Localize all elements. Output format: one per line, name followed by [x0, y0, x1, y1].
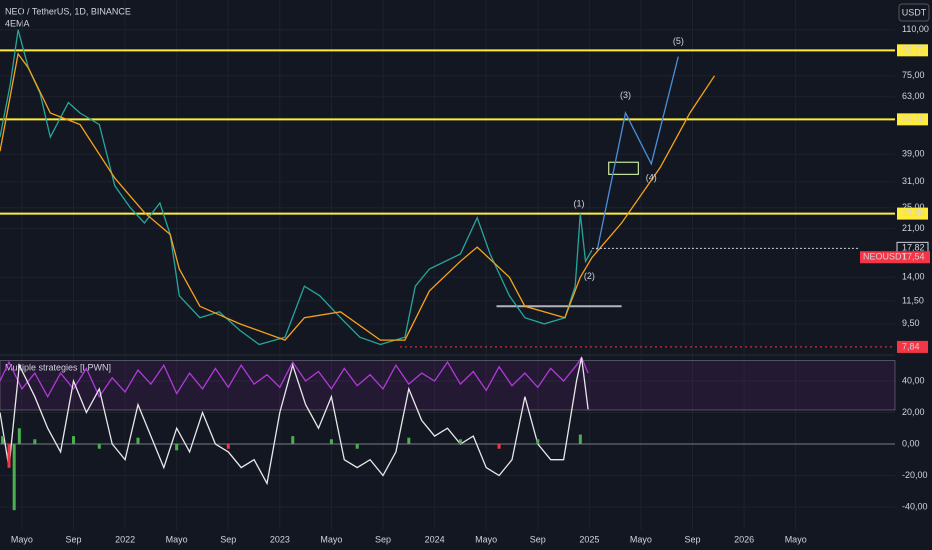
current-price-tag	[860, 251, 930, 264]
band	[0, 360, 896, 411]
histogram-bar	[291, 436, 295, 444]
histogram-bar	[355, 443, 359, 449]
histogram-bar	[497, 443, 501, 449]
y-tick-label: 9,50	[902, 318, 920, 328]
x-tick-label: Mayo	[475, 534, 497, 544]
histogram-bar	[12, 443, 16, 511]
x-tick-label: Mayo	[166, 534, 188, 544]
currency-button[interactable]	[898, 3, 930, 22]
y-tick-label: 39,00	[902, 149, 925, 159]
level-label: 52,18	[902, 114, 925, 124]
y-tick-label: 21,00	[902, 223, 925, 233]
x-tick-label: 2026	[734, 534, 754, 544]
y-tick-label: 63,00	[902, 91, 925, 101]
target-box	[608, 161, 639, 175]
x-tick-label: 2025	[579, 534, 599, 544]
low-label: 7,84	[902, 341, 920, 351]
histogram-bar	[458, 439, 462, 444]
x-tick-label: 2022	[115, 534, 135, 544]
y-tick-label: 31,00	[902, 176, 925, 186]
histogram-bar	[175, 443, 179, 451]
x-tick-label: Sep	[375, 534, 391, 544]
y-tick-label: -20,00	[902, 470, 928, 480]
x-tick-label: 2024	[425, 534, 445, 544]
y-tick-label: 0,00	[902, 438, 920, 448]
y-tick-label: 20,00	[902, 407, 925, 417]
wave-label: (1)	[574, 198, 585, 208]
wave-label: (3)	[620, 90, 631, 100]
histogram-bar	[407, 437, 411, 444]
x-tick-label: Mayo	[785, 534, 807, 544]
price-line	[0, 29, 593, 346]
level-tag	[897, 113, 928, 126]
indicator-name: 4EMA	[5, 18, 30, 28]
low-tag	[897, 340, 928, 353]
histogram-bar	[17, 428, 21, 444]
y-tick-label: 40,00	[902, 375, 925, 385]
level-tag	[897, 44, 928, 57]
oscillator-line	[0, 357, 589, 486]
y-tick-label: 14,00	[902, 272, 925, 282]
y-tick-label: 110,00	[902, 24, 929, 34]
level-label: 92,72	[902, 45, 925, 55]
currency-label[interactable]: USDT	[902, 7, 927, 17]
current-price-label: 17,54	[902, 252, 925, 262]
x-tick-label: Sep	[66, 534, 82, 544]
x-tick-label: Sep	[220, 534, 236, 544]
histogram-bar	[578, 434, 582, 444]
wave-label: (2)	[584, 271, 595, 281]
level-tag	[897, 207, 928, 220]
last-price-label: 17,82	[902, 243, 925, 253]
histogram-bar	[536, 439, 540, 444]
wave-label: (5)	[673, 36, 684, 46]
symbol-tag: NEOUSDT	[863, 252, 908, 262]
histogram-bar	[226, 443, 230, 449]
x-tick-label: Mayo	[320, 534, 342, 544]
y-tick-label: 25,00	[902, 202, 925, 212]
y-tick-label: -40,00	[902, 501, 928, 511]
osc-title: Multiple strategies [LPWN]	[5, 362, 111, 372]
histogram-bar	[72, 436, 76, 444]
histogram-bar	[97, 443, 101, 449]
histogram-bar	[1, 436, 5, 444]
wave-label: (4)	[646, 172, 657, 182]
level-label: 23,80	[902, 208, 925, 218]
histogram-bar	[7, 443, 11, 468]
y-tick-label: 75,00	[902, 70, 925, 80]
x-tick-label: Sep	[685, 534, 701, 544]
y-tick-label: 11,50	[902, 295, 924, 305]
histogram-bar	[136, 437, 140, 444]
symbol-title: NEO / TetherUS, 1D, BINANCE	[5, 6, 131, 16]
histogram-bar	[329, 439, 333, 444]
histogram-bar	[33, 439, 37, 444]
x-tick-label: Mayo	[630, 534, 652, 544]
ema-line	[0, 52, 716, 341]
x-tick-label: Mayo	[11, 534, 33, 544]
projection-line	[596, 56, 679, 251]
x-tick-label: Sep	[530, 534, 546, 544]
x-tick-label: 2023	[270, 534, 290, 544]
